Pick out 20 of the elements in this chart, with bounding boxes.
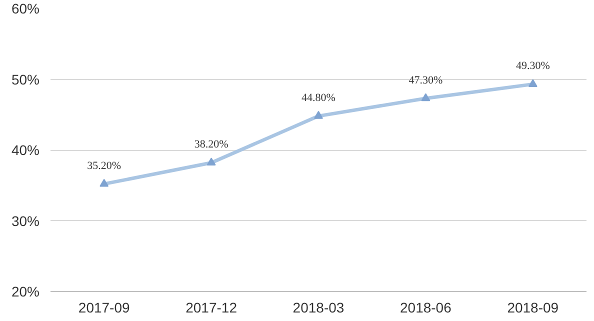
y-tick-label: 50% bbox=[11, 71, 40, 88]
y-tick-label: 40% bbox=[11, 142, 40, 158]
x-tick-label: 2017-12 bbox=[186, 300, 238, 316]
x-tick-label: 2018-09 bbox=[507, 300, 559, 316]
data-label: 38.20% bbox=[194, 138, 228, 151]
data-label: 35.20% bbox=[87, 160, 122, 172]
point bbox=[314, 110, 323, 119]
data-label: 44.80% bbox=[302, 92, 336, 104]
x-tick-label: 2018-03 bbox=[292, 300, 344, 316]
point bbox=[421, 93, 430, 102]
x-tick-label: 2017-09 bbox=[78, 300, 130, 316]
x-tick-label: 2018-06 bbox=[400, 300, 452, 316]
data-label: 47.30% bbox=[408, 74, 443, 86]
y-tick-label: 60% bbox=[11, 0, 40, 16]
point bbox=[528, 79, 538, 88]
data-label: 49.30% bbox=[516, 60, 550, 72]
y-tick-label: 30% bbox=[11, 212, 40, 229]
point bbox=[206, 158, 216, 166]
y-tick-label: 20% bbox=[11, 284, 40, 300]
point bbox=[100, 178, 109, 187]
